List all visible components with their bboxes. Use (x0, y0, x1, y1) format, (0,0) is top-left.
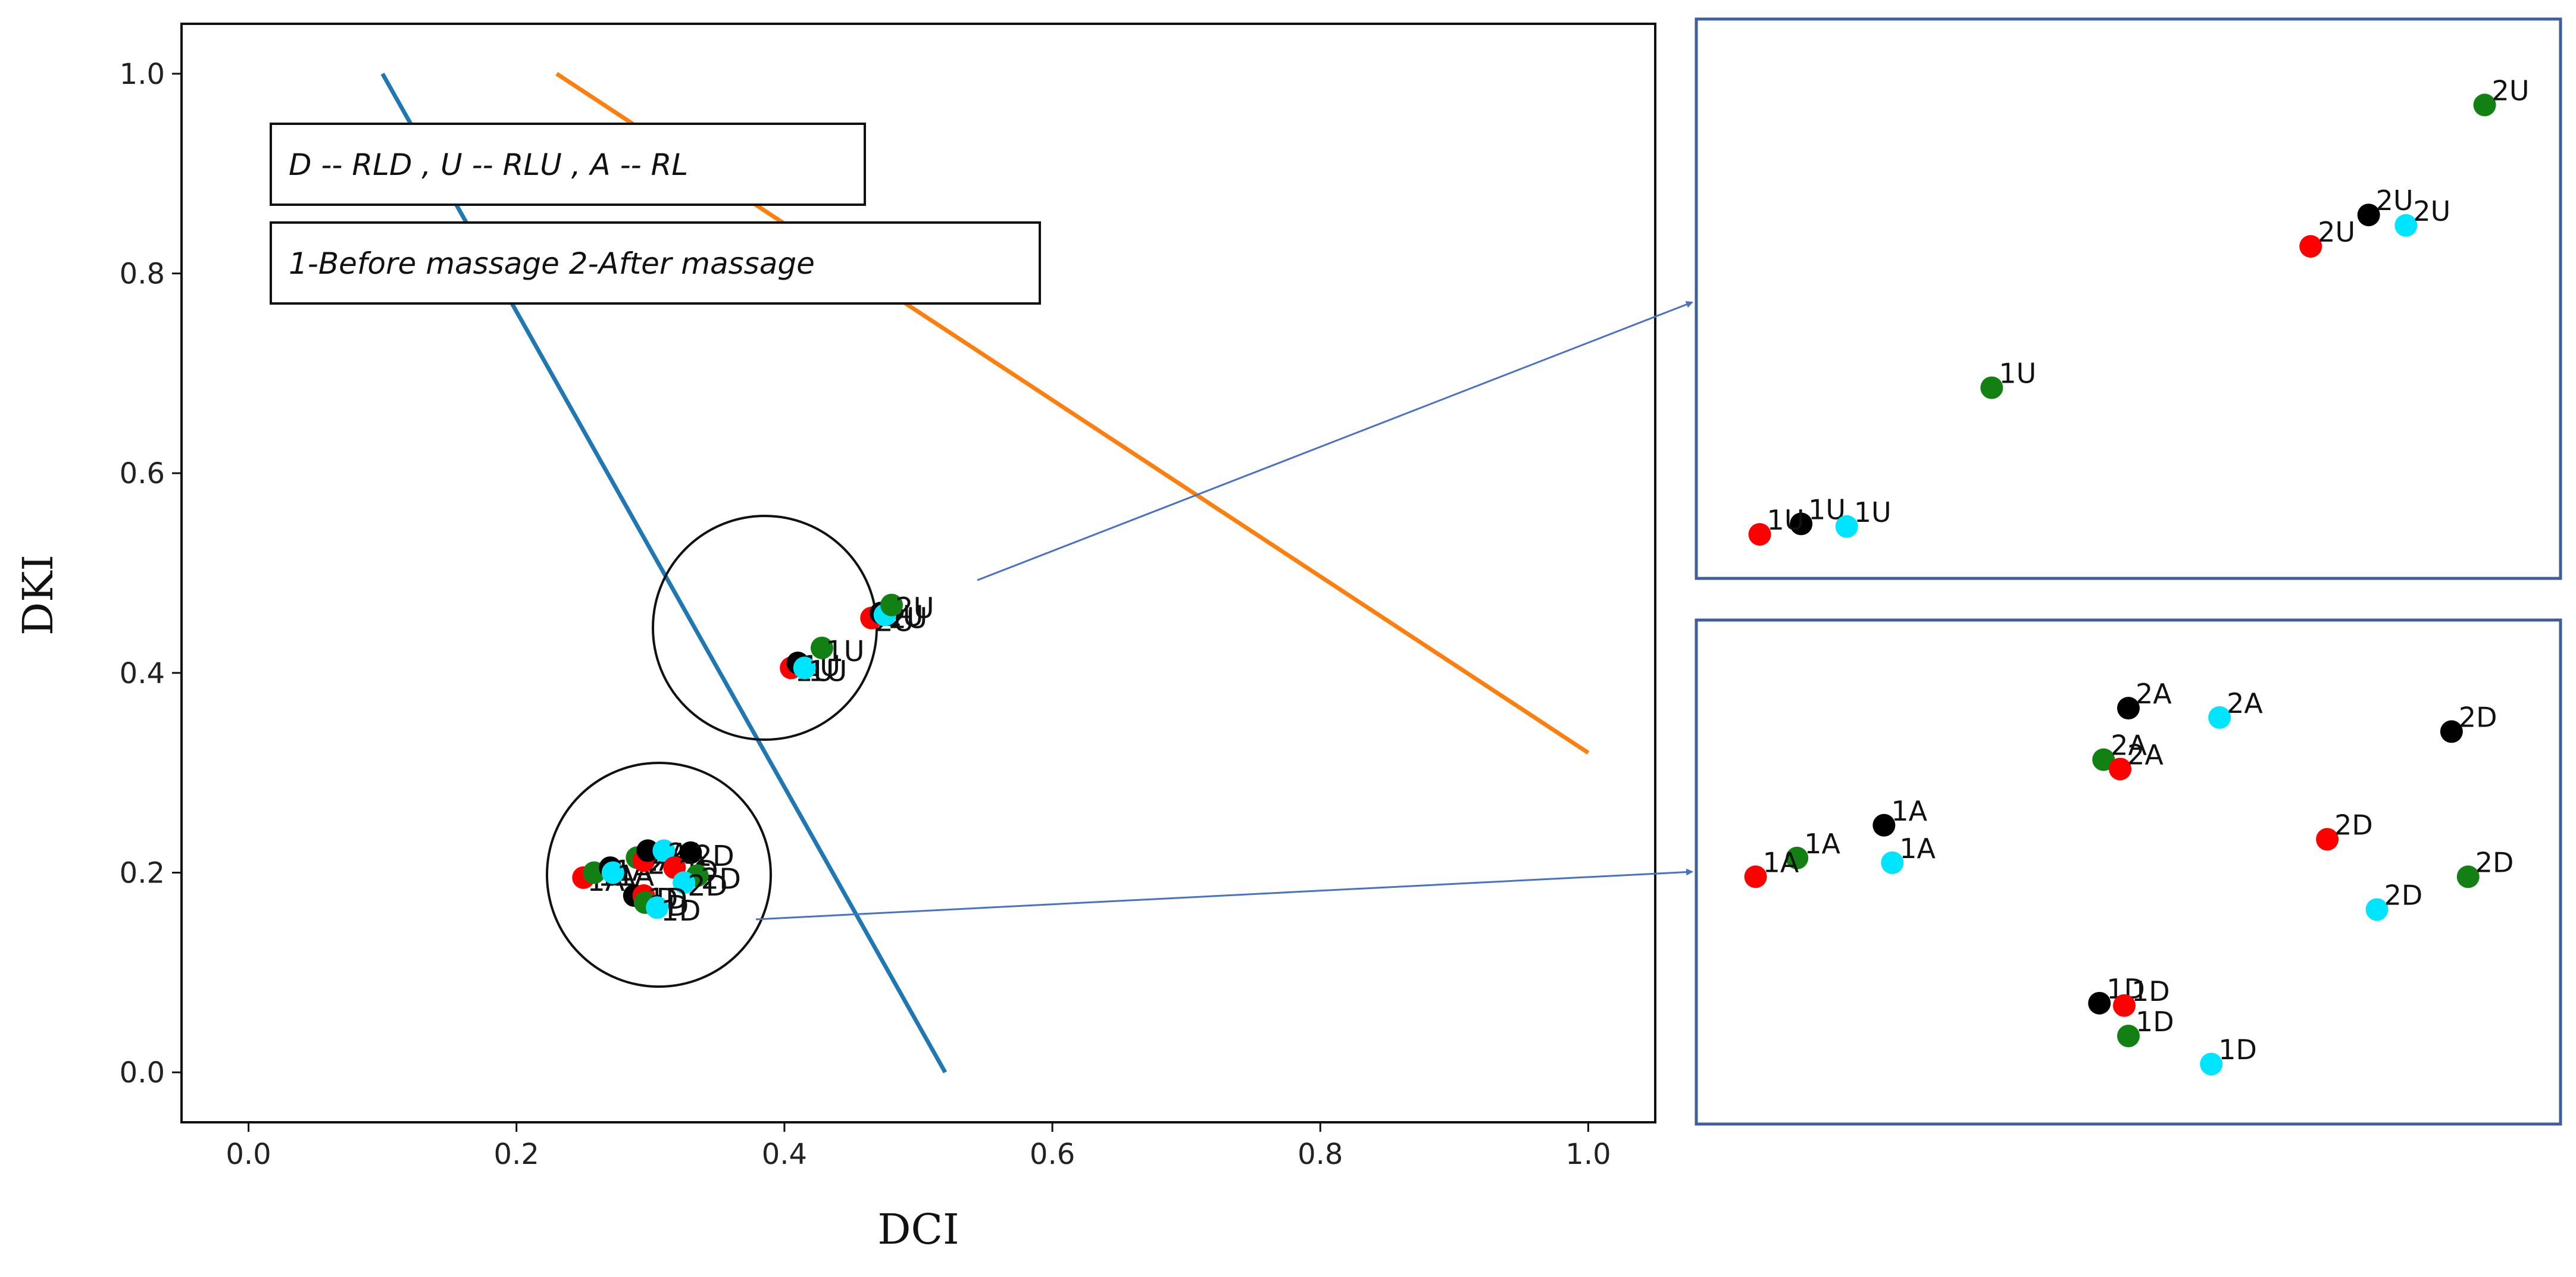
zoom-data-point (1835, 515, 1858, 538)
data-point-label: 2U (895, 592, 934, 625)
data-point-label: 1U (808, 655, 848, 688)
y-tick-label: 0.4 (120, 657, 165, 690)
x-tick-label: 0.6 (1030, 1138, 1075, 1171)
main-plot-frame (180, 23, 1656, 1123)
zoom-data-point-label: 2U (2492, 74, 2530, 107)
zoom-data-point (1744, 865, 1767, 888)
highlight-circle-lower (546, 762, 772, 988)
zoom-data-point-label: 1D (2131, 975, 2170, 1007)
zoom-data-point (1872, 813, 1896, 837)
x-tick-label: 0.0 (226, 1138, 271, 1171)
zoom-data-point (2092, 748, 2115, 771)
zoom-data-point (2316, 828, 2339, 851)
zoom-panel-upper (1695, 17, 2562, 580)
zoom-data-point-label: 1D (2136, 1006, 2174, 1038)
zoom-panel-lower (1695, 618, 2562, 1126)
data-point (636, 839, 659, 862)
zoom-data-point-label: 1U (1854, 496, 1892, 528)
main-scatter-points: 1U1U1U1U2U2U2U2U1A1A1A1A2A2A2A2A2D2D2D2D… (572, 592, 934, 928)
zoom-data-point (2394, 214, 2418, 237)
zoom-data-point-label: 1D (2218, 1034, 2257, 1066)
zoom-arrow-upper (977, 301, 1693, 581)
zoom-data-point-label: 2U (2413, 195, 2450, 227)
zoom-data-point (2440, 720, 2463, 743)
zoom-data-point (1790, 512, 1813, 536)
zoom-data-point (2117, 1024, 2140, 1047)
zoom-data-point-label: 1U (1767, 504, 1805, 536)
zoom-data-point-label: 2A (2227, 687, 2263, 719)
y-tick-label: 0.0 (120, 1056, 165, 1090)
zoom-data-point (1980, 376, 2003, 399)
zoom-data-point-label: 2A (2111, 730, 2147, 762)
data-point (880, 593, 903, 616)
zoom-data-point (2113, 994, 2136, 1017)
y-axis-title: DKI (14, 555, 62, 636)
y-tick-label: 0.2 (120, 856, 165, 890)
zoom-data-point-label: 2U (2376, 184, 2414, 217)
x-tick-label: 1.0 (1565, 1138, 1611, 1171)
zoom-data-point-label: 2D (2459, 701, 2497, 733)
zoom-data-point-label: 2A (2136, 678, 2172, 710)
data-point (679, 841, 702, 864)
x-tick-label: 0.4 (762, 1138, 807, 1171)
zoom-data-point (2109, 758, 2132, 781)
zoom-data-point (2357, 204, 2380, 227)
data-point (793, 656, 816, 680)
legend-box-codes (270, 123, 866, 206)
y-tick-label: 0.6 (120, 457, 165, 490)
zoom-data-point-label: 2U (2318, 216, 2355, 248)
legend-codes-text: D -- RLD , U -- RLU , A -- RL (289, 148, 688, 182)
x-tick-label: 0.8 (1298, 1138, 1343, 1171)
zoom-data-point (1881, 851, 1904, 874)
data-point-label: 1D (661, 894, 701, 928)
zoom-data-point (2088, 991, 2111, 1015)
zoom-data-point (2473, 93, 2496, 117)
data-point (673, 871, 696, 894)
x-tick-label: 0.2 (494, 1138, 539, 1171)
legend-box-timing (270, 221, 1041, 305)
zoom-data-point (2456, 865, 2480, 888)
y-tick-label: 1.0 (120, 58, 165, 91)
zoom-data-point-label: 1A (1763, 846, 1799, 878)
zoom-data-point-label: 1A (1891, 795, 1927, 827)
y-tick-label: 0.8 (120, 258, 165, 291)
zoom-data-point (2365, 898, 2389, 921)
data-point (810, 636, 833, 659)
data-point-label: 1U (826, 635, 865, 668)
data-point-label: 2D (687, 869, 728, 903)
zoom-data-point-label: 2D (2334, 809, 2373, 841)
data-point (601, 861, 624, 884)
zoom-data-point-label: 2D (2384, 879, 2423, 911)
zoom-data-point-label: 1A (1804, 828, 1840, 860)
zoom-data-point (1748, 523, 1771, 546)
data-point (652, 839, 676, 862)
zoom-data-point (2208, 706, 2231, 729)
legend-timing-text: 1-Before massage 2-After massage (289, 246, 815, 281)
zoom-data-point (1786, 846, 1809, 869)
zoom-data-point (2299, 235, 2322, 258)
x-axis-title: DCI (877, 1205, 959, 1254)
y-axis-ticks: 0.0 0.2 0.4 0.6 0.8 1.0 (120, 58, 182, 1090)
zoom-data-point-label: 1A (1899, 832, 1936, 865)
zoom-data-point (2200, 1053, 2223, 1076)
zoom-data-point (2117, 697, 2140, 720)
data-point (646, 896, 669, 919)
x-axis-ticks: 0.0 0.2 0.4 0.6 0.8 1.0 (226, 1122, 1611, 1171)
zoom-arrow-lower (755, 868, 1693, 921)
zoom-data-point-label: 2A (2127, 738, 2164, 771)
data-point-label: 2D (701, 862, 742, 896)
zoom-data-point-label: 2D (2475, 846, 2514, 878)
zoom-data-point-label: 1U (1999, 358, 2036, 390)
